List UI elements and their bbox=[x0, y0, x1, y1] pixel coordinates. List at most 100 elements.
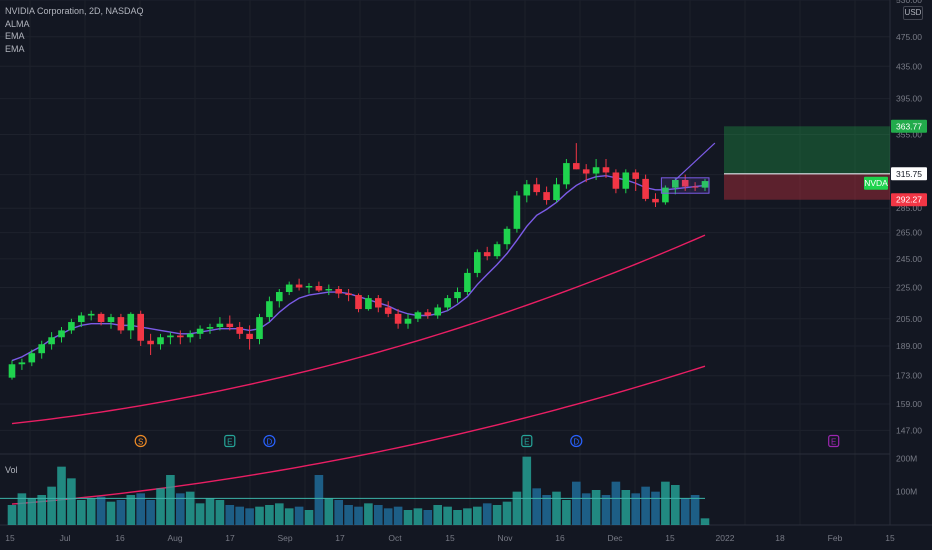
candle-body bbox=[38, 344, 45, 354]
volume-bar bbox=[354, 506, 363, 525]
volume-bar bbox=[67, 478, 76, 525]
candle-body bbox=[236, 327, 243, 334]
volume-bar bbox=[631, 493, 640, 525]
volume-bar bbox=[611, 481, 621, 525]
volume-bar bbox=[176, 493, 185, 525]
event-letter: D bbox=[267, 437, 273, 446]
volume-bar bbox=[383, 508, 393, 525]
candle-body bbox=[315, 286, 323, 291]
price-label-text: 315.75 bbox=[896, 169, 922, 179]
volume-bar bbox=[284, 508, 294, 525]
price-label-text: 292.27 bbox=[896, 195, 922, 205]
trendline bbox=[674, 142, 716, 181]
volume-bar bbox=[57, 466, 66, 525]
volume-label: Vol bbox=[5, 465, 18, 475]
time-tick-label: 15 bbox=[445, 533, 455, 543]
volume-bar bbox=[403, 510, 413, 525]
candle-body bbox=[375, 298, 382, 308]
event-letter: E bbox=[831, 437, 836, 446]
volume-bar bbox=[473, 506, 482, 525]
time-tick-label: 15 bbox=[885, 533, 895, 543]
volume-bar bbox=[294, 506, 304, 525]
candle-body bbox=[563, 163, 570, 185]
volume-bar bbox=[423, 510, 433, 525]
price-tick-label: 205.00 bbox=[896, 314, 922, 324]
volume-bar bbox=[591, 490, 601, 525]
candle-body bbox=[662, 187, 669, 203]
volume-bar bbox=[86, 498, 96, 525]
volume-bar bbox=[453, 510, 462, 525]
split-event-icon bbox=[134, 434, 147, 448]
candle-body bbox=[523, 184, 531, 196]
candle-body bbox=[592, 167, 600, 174]
volume-bar bbox=[255, 506, 264, 525]
candle-body bbox=[384, 307, 392, 314]
volume-bar bbox=[304, 510, 314, 525]
volume-bar bbox=[621, 490, 631, 525]
candle-body bbox=[68, 322, 75, 331]
candle-body bbox=[196, 328, 204, 334]
volume-bar bbox=[393, 506, 403, 525]
candle-body bbox=[295, 284, 303, 288]
volume-bar bbox=[661, 481, 670, 525]
time-tick-label: 18 bbox=[775, 533, 785, 543]
volume-bar bbox=[156, 488, 165, 525]
volume-bar bbox=[146, 500, 155, 525]
candle-body bbox=[137, 313, 144, 341]
candle-body bbox=[355, 295, 362, 310]
candle-body bbox=[8, 364, 16, 378]
consolidation-box bbox=[660, 177, 710, 194]
price-tick-label: 147.00 bbox=[896, 425, 922, 435]
candle-body bbox=[305, 286, 313, 288]
volume-bar bbox=[364, 503, 373, 525]
event-letter: S bbox=[138, 437, 143, 446]
candle-body bbox=[186, 333, 194, 338]
volume-tick-label: 200M bbox=[896, 453, 917, 463]
event-letter: E bbox=[227, 437, 232, 446]
price-label-symbol bbox=[864, 176, 888, 190]
volume-bar bbox=[166, 475, 175, 525]
candle-body bbox=[691, 186, 699, 188]
time-tick-label: 16 bbox=[115, 533, 125, 543]
candle-body bbox=[672, 179, 679, 188]
price-tick-label: 395.00 bbox=[896, 94, 922, 104]
candle-body bbox=[533, 184, 540, 193]
candle-body bbox=[335, 289, 342, 294]
volume-bar bbox=[47, 486, 56, 525]
volume-bar bbox=[324, 498, 334, 525]
candle-body bbox=[127, 313, 135, 331]
price-label-text: NVDA bbox=[864, 178, 888, 188]
candle-body bbox=[276, 292, 283, 302]
candle-body bbox=[622, 172, 630, 189]
candle-body bbox=[365, 298, 372, 310]
candle-body bbox=[573, 163, 580, 170]
price-tick-label: 475.00 bbox=[896, 32, 922, 42]
time-tick-label: 17 bbox=[335, 533, 345, 543]
time-tick-label: Sep bbox=[277, 533, 292, 543]
volume-bar bbox=[552, 491, 561, 525]
time-tick-label: 15 bbox=[665, 533, 675, 543]
candle-body bbox=[97, 313, 105, 323]
indicator-ema-label: EMA bbox=[5, 31, 25, 41]
candle-body bbox=[325, 289, 333, 291]
candle-body bbox=[513, 195, 521, 229]
chart-title: NVIDIA Corporation, 2D, NASDAQ bbox=[5, 6, 144, 16]
time-tick-label: Nov bbox=[497, 533, 513, 543]
candle-body bbox=[216, 323, 224, 328]
time-tick-label: 16 bbox=[555, 533, 565, 543]
candle-body bbox=[681, 179, 689, 187]
long-stop-zone bbox=[724, 173, 890, 200]
time-tick-label: Oct bbox=[388, 533, 402, 543]
volume-bar bbox=[443, 506, 452, 525]
price-label-target bbox=[891, 119, 927, 133]
currency-badge[interactable]: USD bbox=[903, 6, 923, 20]
volume-bar bbox=[27, 498, 37, 525]
candle-body bbox=[444, 298, 451, 308]
volume-bar bbox=[77, 500, 86, 525]
candle-body bbox=[632, 172, 639, 179]
dividend-event-icon bbox=[263, 434, 276, 448]
indicator-ema-label: EMA bbox=[5, 43, 25, 54]
price-label-entry bbox=[891, 167, 927, 181]
price-tick-label: 173.00 bbox=[896, 371, 922, 381]
